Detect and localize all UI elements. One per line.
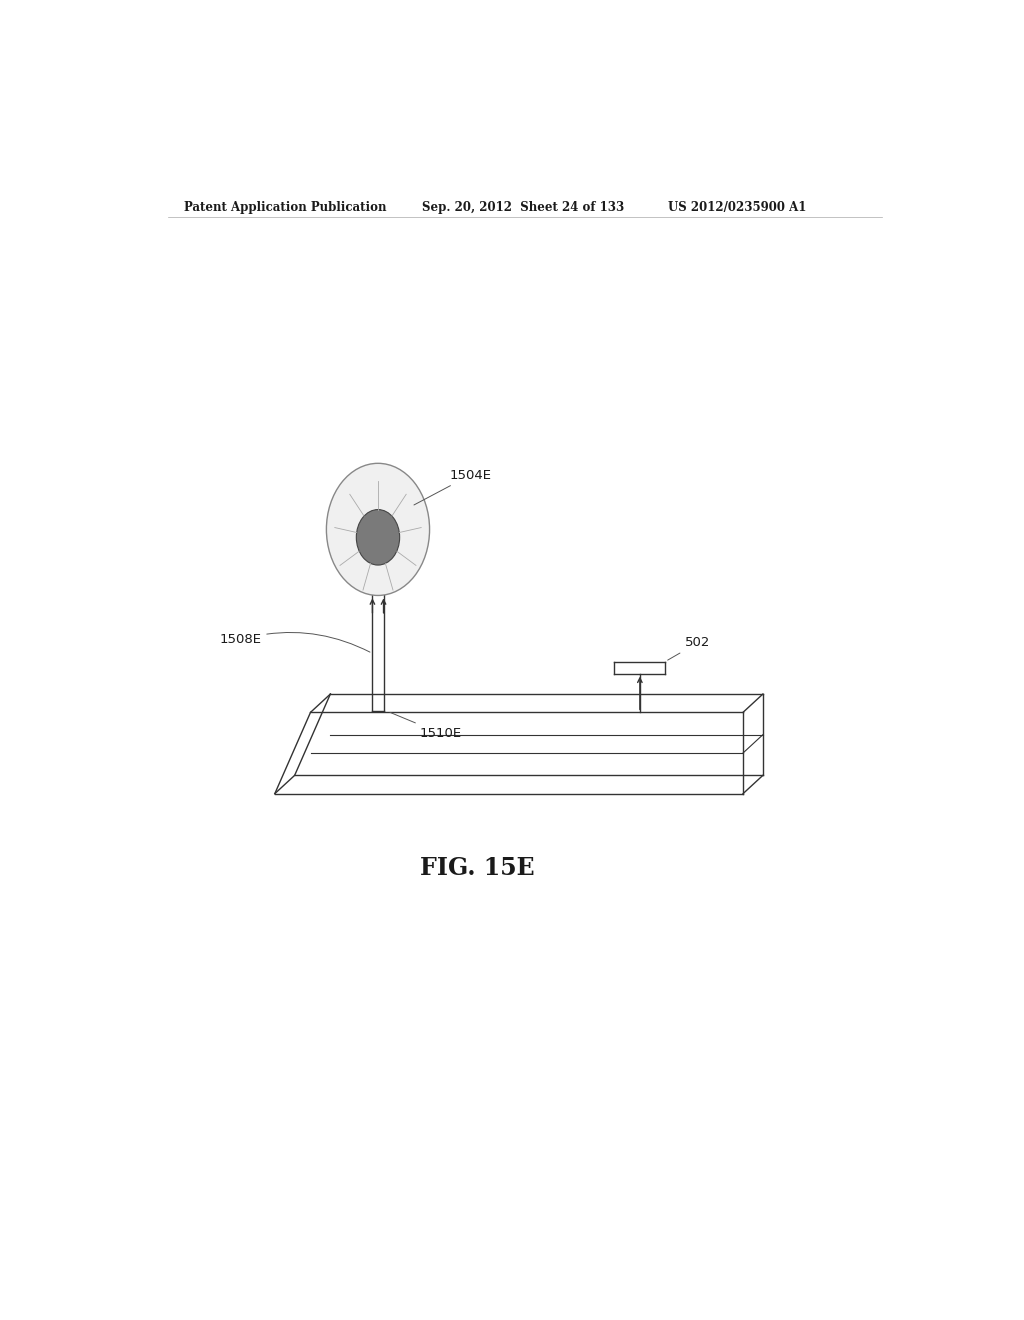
Circle shape <box>327 463 430 595</box>
Text: 1508E: 1508E <box>219 632 370 652</box>
Text: Patent Application Publication: Patent Application Publication <box>183 201 386 214</box>
Text: 1510E: 1510E <box>390 713 462 739</box>
Text: Sep. 20, 2012  Sheet 24 of 133: Sep. 20, 2012 Sheet 24 of 133 <box>422 201 624 214</box>
Text: FIG. 15E: FIG. 15E <box>420 855 535 880</box>
Text: 1504E: 1504E <box>414 469 492 506</box>
Circle shape <box>356 510 399 565</box>
Text: 502: 502 <box>668 636 711 660</box>
Text: US 2012/0235900 A1: US 2012/0235900 A1 <box>668 201 806 214</box>
